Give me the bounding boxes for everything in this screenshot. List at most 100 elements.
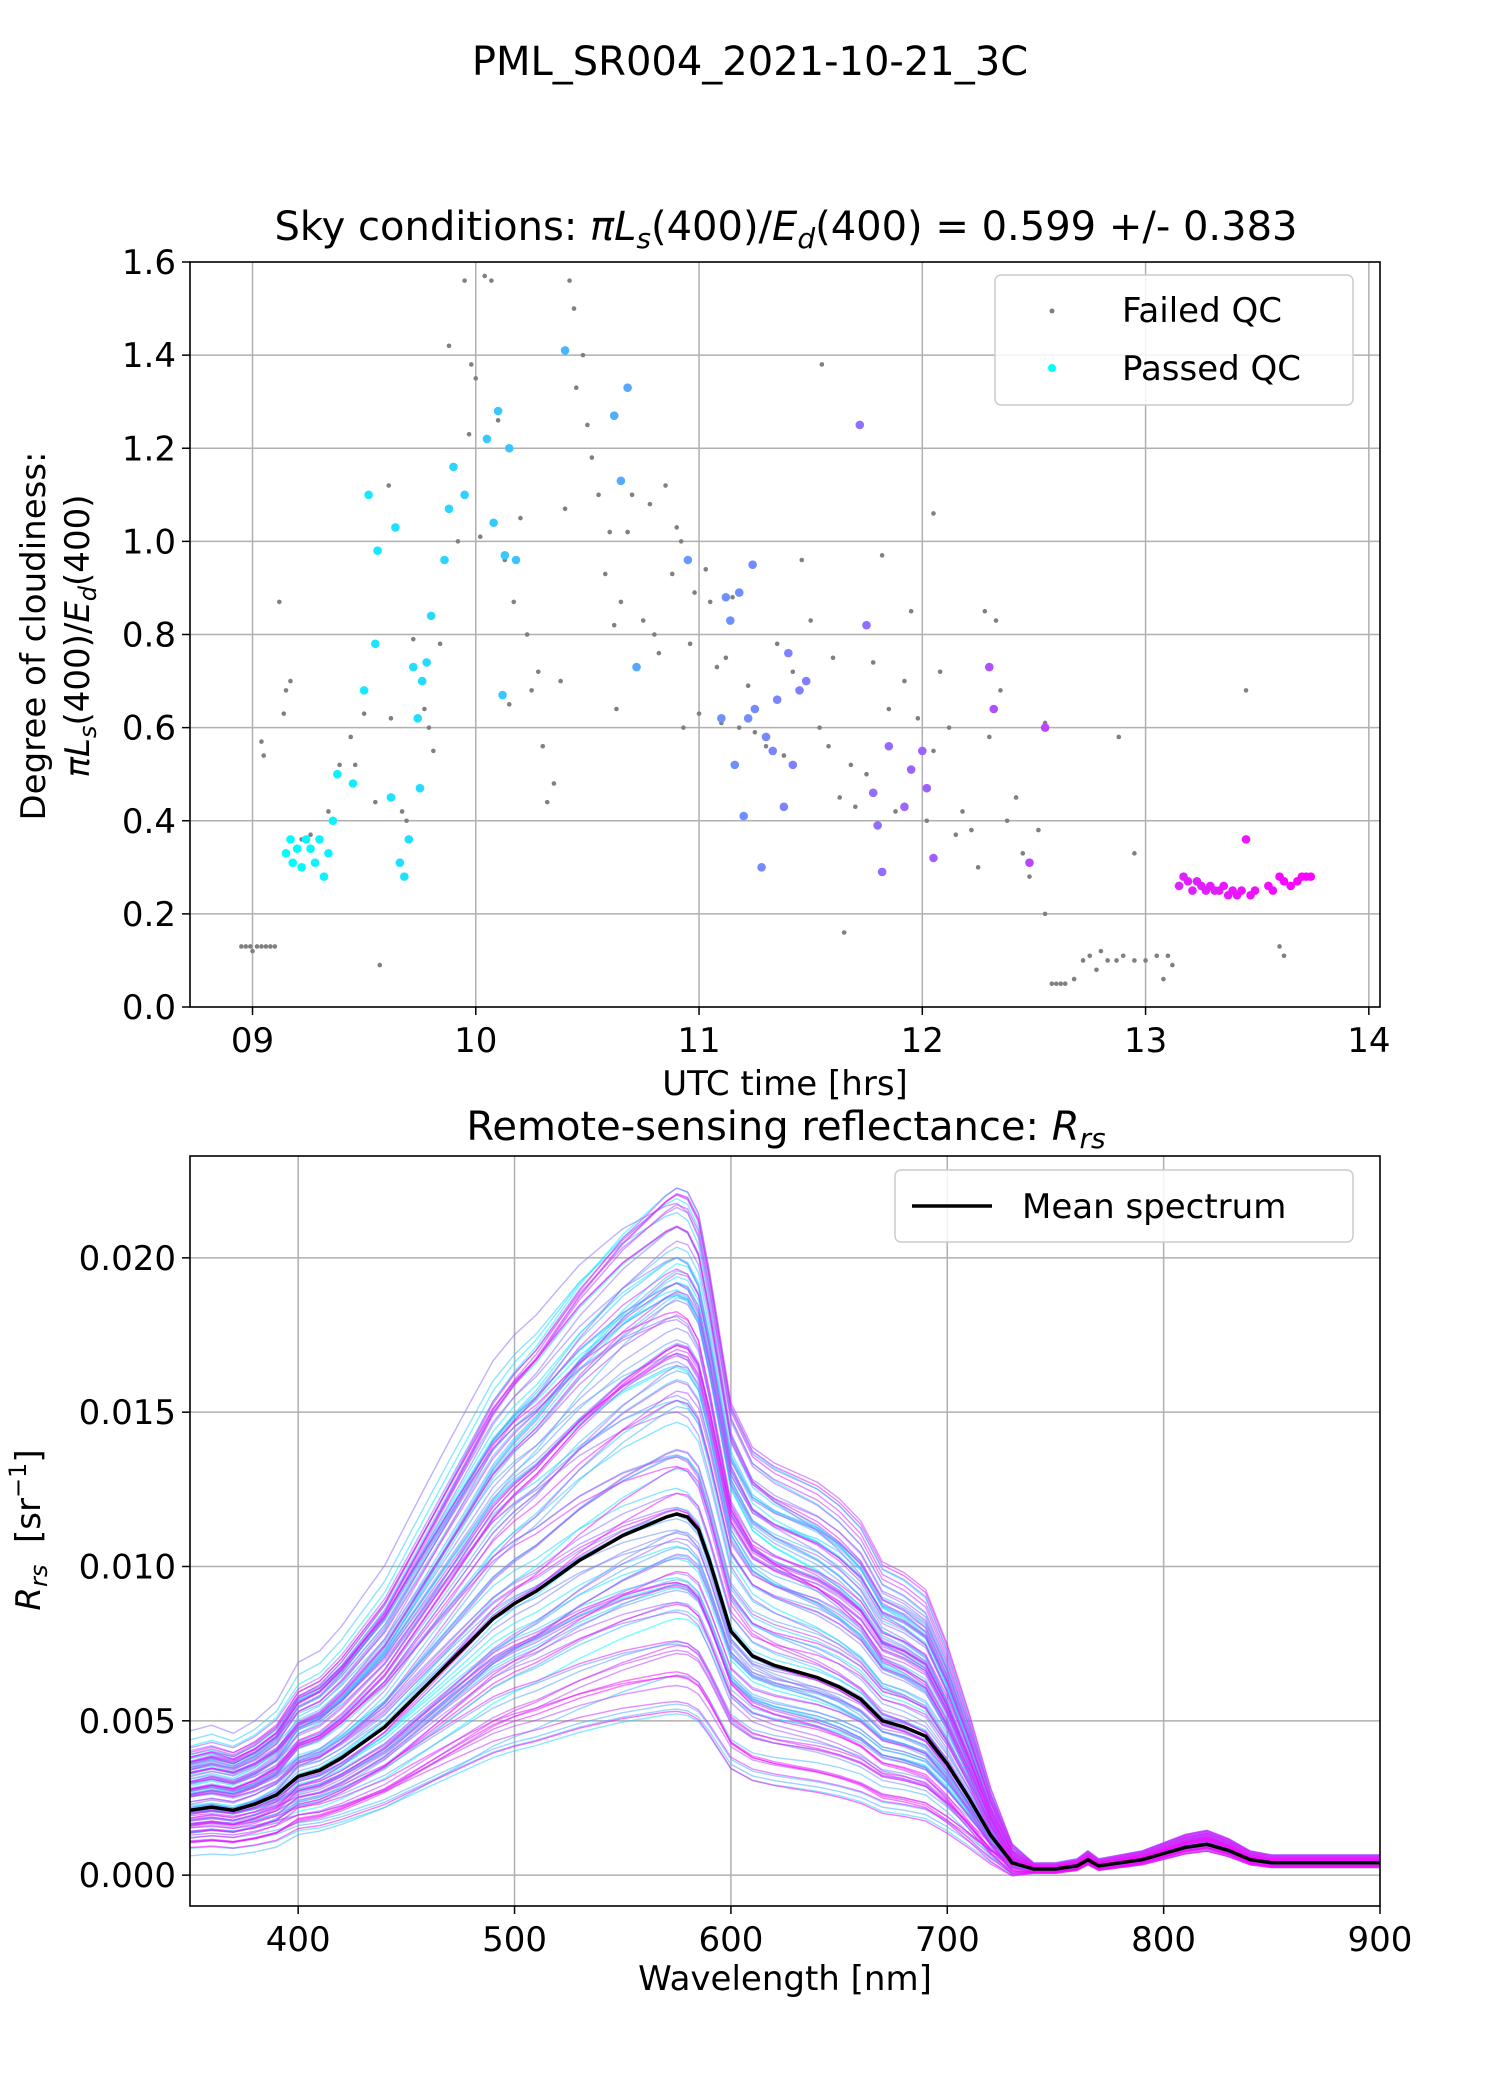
failed-qc-point (455, 539, 461, 544)
failed-qc-point (625, 529, 630, 535)
failed-qc-point (377, 962, 383, 968)
sky-ylabel-line1: Degree of cloudiness: (14, 451, 54, 820)
passed-qc-point (855, 420, 865, 430)
failed-qc-point (707, 599, 713, 605)
passed-qc-point (772, 695, 782, 704)
failed-qc-point (826, 743, 831, 749)
failed-qc-point (326, 809, 331, 814)
passed-qc-point (324, 849, 333, 858)
passed-qc-point (623, 383, 632, 393)
failed-qc-point (281, 711, 287, 716)
passed-qc-point (784, 648, 793, 658)
passed-qc-point (918, 746, 927, 756)
failed-qc-point (596, 492, 601, 498)
passed-qc-point (1183, 876, 1193, 886)
passed-qc-point (440, 555, 449, 565)
passed-qc-point (717, 714, 726, 723)
rrs-xlabel: Wavelength [nm] (638, 1959, 932, 1999)
passed-qc-point (788, 760, 798, 770)
failed-qc-point (277, 599, 282, 605)
failed-qc-point (602, 571, 608, 577)
passed-qc-point (371, 639, 380, 649)
sky-legend-box (994, 274, 1354, 406)
passed-qc-point (391, 523, 400, 532)
rrs-spectrum-line (190, 1399, 1380, 1868)
passed-qc-point (609, 411, 619, 420)
sky-ytick-label: 0.8 (122, 616, 176, 656)
failed-qc-point (931, 511, 936, 516)
failed-qc-point (696, 711, 702, 716)
failed-qc-point (1053, 981, 1059, 987)
failed-qc-point (1243, 688, 1249, 693)
passed-qc-point (288, 858, 298, 867)
failed-qc-point (446, 343, 452, 349)
failed-qc-point (259, 739, 264, 744)
passed-qc-point (1306, 872, 1316, 881)
failed-qc-point (687, 641, 693, 647)
failed-qc-point (422, 706, 427, 712)
passed-qc-point (426, 611, 436, 621)
passed-qc-point (404, 835, 414, 844)
failed-qc-point (618, 599, 624, 605)
sky-title-prefix: Sky conditions: (275, 204, 591, 250)
failed-qc-point (388, 716, 394, 721)
failed-qc-point (567, 278, 572, 283)
rrs-xtick-label: 800 (1131, 1920, 1196, 1960)
passed-qc-point (757, 863, 766, 872)
failed-qc-point (495, 418, 501, 423)
failed-qc-point (1154, 953, 1160, 959)
passed-qc-point (319, 872, 329, 881)
failed-qc-point (781, 753, 787, 758)
passed-qc-point (415, 783, 425, 793)
passed-qc-point (333, 769, 342, 779)
sky-ytick-label: 1.4 (122, 336, 176, 376)
rrs-ytick-label: 0.010 (79, 1547, 176, 1587)
sky-xlabel: UTC time [hrs] (662, 1064, 908, 1104)
passed-qc-point (301, 835, 311, 844)
failed-qc-point (703, 567, 709, 572)
failed-qc-point (723, 655, 729, 661)
sky-title-math: πL (590, 204, 636, 250)
failed-qc-point (837, 795, 842, 800)
passed-qc-point (504, 443, 514, 453)
passed-qc-point (750, 704, 760, 714)
sky-conditions-panel: Sky conditions: πLs(400)/Ed(400) = 0.599… (14, 204, 1390, 1104)
failed-qc-point (337, 762, 342, 768)
sky-points (239, 273, 1316, 987)
passed-qc-point (511, 555, 521, 565)
sky-title: Sky conditions: πLs(400)/Ed(400) = 0.599… (275, 204, 1298, 255)
passed-qc-point (489, 518, 498, 528)
failed-qc-point (466, 431, 472, 437)
rrs-ticks: 400 500 600 700 800 900 0.000 0.005 0.010 0.015 0.… (79, 1239, 1413, 1960)
sky-title-math-sub: s (636, 222, 651, 255)
failed-qc-point (730, 594, 735, 600)
failed-qc-point (915, 716, 921, 721)
failed-qc-point (1036, 827, 1041, 833)
passed-qc-point (482, 434, 492, 444)
failed-qc-point (864, 771, 869, 777)
passed-qc-point (306, 844, 315, 853)
failed-qc-point (982, 608, 988, 614)
passed-qc-point (286, 835, 295, 844)
rrs-spectrum-line (190, 1194, 1380, 1866)
passed-qc-point (1237, 886, 1246, 895)
rrs-legend: Mean spectrum (894, 1169, 1354, 1243)
passed-qc-point (779, 802, 789, 812)
sky-ytick-label: 1.2 (122, 429, 176, 469)
rrs-ytick-label: 0.020 (79, 1239, 176, 1279)
failed-qc-point (562, 506, 568, 512)
failed-qc-point (511, 599, 517, 605)
passed-qc-point (984, 662, 994, 672)
rrs-xtick-label: 400 (266, 1920, 331, 1960)
failed-qc-point (870, 660, 876, 665)
failed-qc-point (674, 525, 680, 530)
passed-qc-point (560, 346, 570, 355)
passed-qc-point (1174, 881, 1184, 891)
passed-qc-point (1188, 886, 1197, 895)
failed-qc-point (1058, 981, 1064, 987)
failed-qc-point (283, 688, 289, 693)
legend-passed-label: Passed QC (1122, 349, 1301, 389)
passed-qc-point (929, 853, 938, 863)
passed-qc-point (373, 546, 382, 555)
failed-qc-point (817, 725, 822, 730)
